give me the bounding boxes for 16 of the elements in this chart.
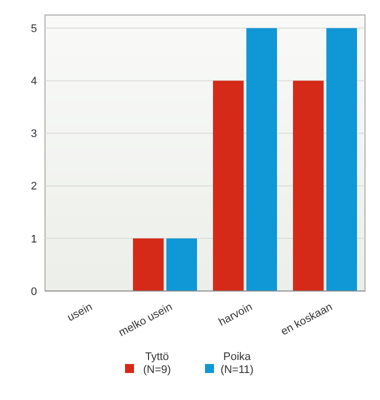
y-tick-label: 2: [30, 180, 37, 193]
legend-label: Tyttö (N=9): [143, 351, 171, 376]
x-tick-label: usein: [66, 301, 94, 324]
y-tick-label: 5: [30, 22, 37, 35]
bar: [213, 80, 244, 291]
y-tick-label: 3: [30, 128, 37, 140]
bar: [326, 28, 357, 291]
y-tick-label: 0: [30, 286, 37, 298]
bar: [246, 28, 277, 291]
bar: [293, 80, 324, 291]
y-tick-label: 4: [30, 76, 37, 88]
legend-label: Poika (N=11): [220, 351, 254, 376]
x-tick-label: melko usein: [116, 301, 174, 340]
bar: [133, 238, 164, 291]
bar: [166, 238, 197, 291]
y-tick-label: 1: [30, 233, 37, 246]
